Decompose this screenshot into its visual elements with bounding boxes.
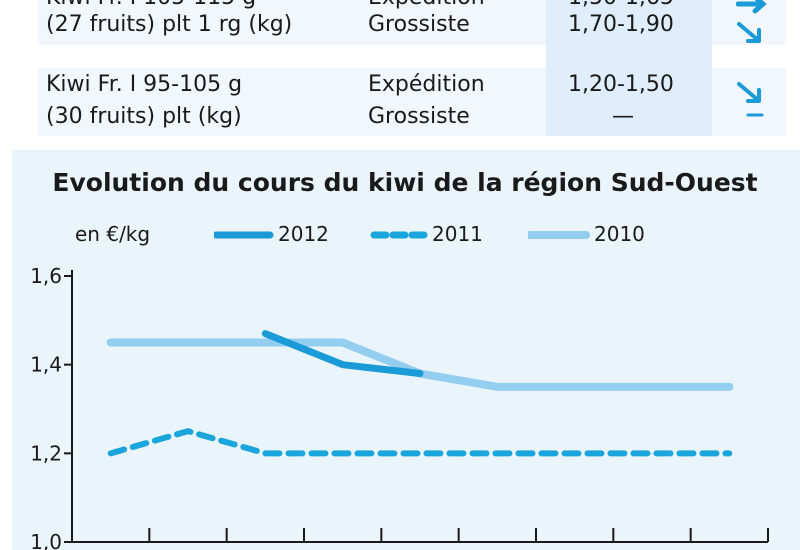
chart-panel: [12, 150, 800, 550]
data-point-2012: [342, 364, 344, 366]
arrow-down-right-icon: [737, 22, 761, 43]
arrow-down-right-icon: [737, 82, 761, 103]
stage-grossiste: Grossiste: [368, 12, 470, 37]
y-tick-label: 1,4: [30, 353, 62, 377]
data-point-2011: [419, 452, 421, 454]
product-detail: (30 fruits) plt (kg): [46, 104, 242, 129]
data-point-2012: [419, 373, 421, 375]
arrow-right-icon: [736, 0, 767, 14]
data-point-2010: [264, 342, 266, 343]
legend-label-2010: 2010: [594, 222, 645, 246]
price-expedition: 1,20-1,50: [568, 72, 674, 97]
data-point-2011: [728, 452, 730, 454]
stage-expedition: Expédition: [368, 72, 485, 97]
legend-label-2011: 2011: [432, 222, 483, 246]
series-line-2011: [107, 428, 733, 457]
legend-swatch-2011: [370, 231, 430, 239]
y-unit-label: en €/kg: [75, 222, 151, 246]
data-point-2010: [187, 342, 189, 343]
data-point-2010: [728, 386, 730, 388]
data-point-2010: [110, 342, 112, 343]
price-grossiste: —: [612, 104, 634, 129]
data-point-2011: [496, 452, 498, 454]
data-point-2011: [110, 452, 112, 454]
y-tick-label: 1,6: [30, 264, 62, 288]
data-point-2011: [574, 452, 576, 454]
legend-label-2012: 2012: [278, 222, 329, 246]
product-detail: (27 fruits) plt 1 rg (kg): [46, 12, 293, 37]
data-point-2011: [187, 430, 189, 432]
price-column-band: [546, 0, 712, 136]
data-point-2010: [651, 386, 653, 388]
y-tick-label: 1,0: [30, 530, 62, 550]
product-name: Kiwi Fr. I 95-105 g: [46, 72, 243, 97]
price-expedition: 1,50-1,65: [568, 0, 674, 14]
legend-swatch-2010: [528, 231, 590, 239]
series-line-2010: [106, 338, 734, 391]
data-point-2011: [342, 452, 344, 454]
chart-title: Evolution du cours du kiwi de la région …: [52, 168, 758, 197]
data-point-2010: [496, 386, 498, 388]
stage-expedition: Expédition: [368, 0, 485, 14]
dash-icon: [746, 113, 764, 117]
data-point-2011: [651, 452, 653, 454]
y-tick-label: 1,2: [30, 441, 62, 465]
legend-swatch-2012: [214, 231, 274, 239]
data-point-2012: [264, 333, 266, 335]
product-name: Kiwi Fr. I 105-115 g: [46, 0, 256, 14]
data-point-2011: [264, 452, 266, 454]
price-grossiste: 1,70-1,90: [568, 12, 674, 37]
data-point-2010: [342, 342, 344, 343]
stage-grossiste: Grossiste: [368, 104, 470, 129]
data-point-2010: [574, 386, 576, 388]
